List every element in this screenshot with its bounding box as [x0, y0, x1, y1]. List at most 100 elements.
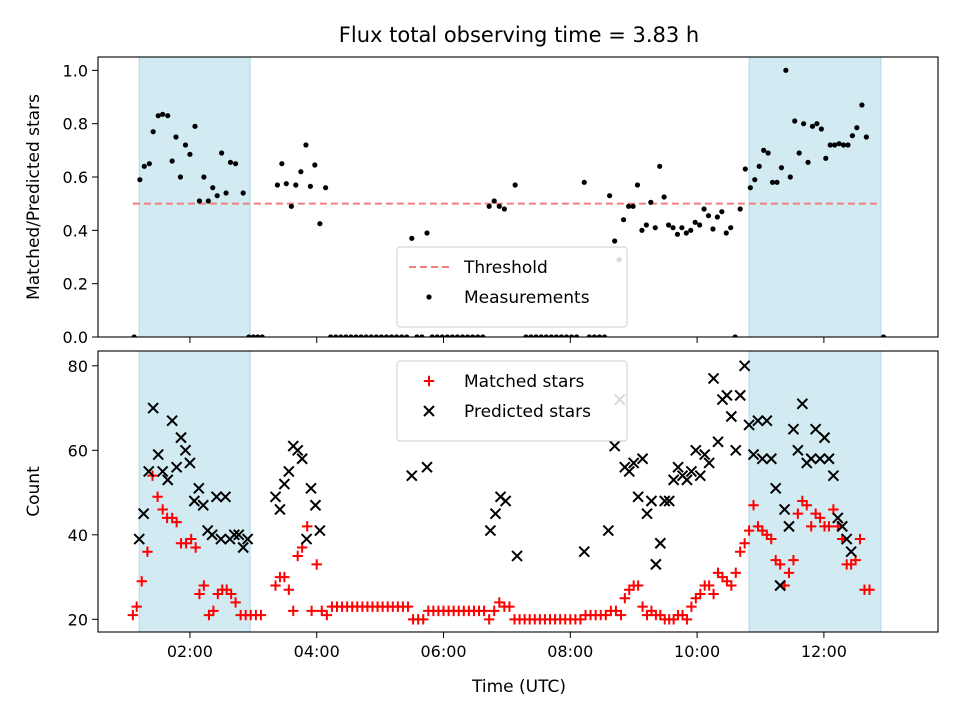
- series-0-point-20: [223, 190, 229, 196]
- legend-swatch: [423, 375, 435, 387]
- series-0-point-134: [801, 121, 807, 127]
- series-0-point-118: [728, 225, 734, 231]
- series-0-point-32: [288, 605, 299, 617]
- plot-frame: [97, 350, 939, 633]
- series-0-point-99: [643, 222, 649, 228]
- series-0-point-138: [818, 126, 824, 132]
- series-0-point-95: [626, 203, 632, 209]
- series-0-point-15: [198, 580, 210, 591]
- series-0-point-133: [774, 559, 786, 570]
- series-0-point-101: [632, 580, 644, 591]
- series-1-point-86: [792, 444, 804, 457]
- series-0-point-69: [480, 334, 486, 337]
- y-tick-label: 40: [68, 526, 88, 545]
- series-1-point-57: [663, 495, 675, 507]
- series-0-point-113: [705, 213, 712, 219]
- series-0-point-61: [439, 334, 445, 337]
- series-0-point-100: [648, 199, 654, 205]
- series-0-point-56: [414, 334, 420, 337]
- series-1-point-3: [147, 402, 159, 414]
- series-0-point-44: [353, 334, 359, 337]
- x-tick-label: 04:00: [294, 642, 340, 661]
- series-1-point-26: [274, 503, 286, 516]
- series-0-point-58: [418, 614, 429, 625]
- series-0-point-27: [255, 609, 267, 621]
- series-0-point-148: [863, 134, 869, 140]
- series-0-point-145: [849, 133, 856, 139]
- series-0-point-123: [730, 567, 741, 579]
- series-1-point-9: [175, 431, 187, 444]
- series-0-point-34: [303, 142, 309, 148]
- x-tick-label: 02:00: [167, 642, 213, 661]
- series-1-point-11: [184, 457, 196, 469]
- series-0-point-28: [270, 580, 281, 591]
- series-0-point-137: [792, 508, 804, 519]
- series-0-point-3: [142, 546, 153, 557]
- series-0-point-58: [424, 230, 430, 236]
- series-0-point-101: [652, 225, 658, 231]
- series-1-point-95: [832, 512, 844, 524]
- series-0-point-31: [288, 203, 294, 209]
- chart-title: Flux total observing time = 3.83 h: [339, 23, 699, 47]
- y-tick-label: 0.6: [63, 168, 88, 187]
- series-1-point-56: [659, 495, 671, 507]
- series-1-point-33: [305, 482, 317, 495]
- legend: Threshold Measurements: [396, 246, 628, 328]
- series-0-point-60: [434, 334, 440, 337]
- count-panel: 02:00 04:00 06:00 08:00 10:00 12:00 20 40 60 80 Co…: [24, 350, 939, 661]
- series-1-point-97: [841, 533, 853, 545]
- series-0-point-29: [279, 161, 285, 167]
- legend-box: [396, 246, 628, 328]
- series-0-point-9: [173, 134, 179, 140]
- series-0-point-5: [155, 113, 161, 119]
- series-1-point-35: [314, 524, 326, 537]
- observing-span-1: [748, 56, 882, 338]
- series-1-point-22: [233, 529, 245, 541]
- series-0-point-39: [321, 609, 333, 621]
- series-0-point-132: [792, 118, 798, 124]
- series-1-point-81: [769, 482, 782, 495]
- series-0-point-88: [591, 334, 597, 337]
- series-0-point-4: [150, 129, 156, 135]
- x-axis-label: Time (UTC): [471, 677, 566, 697]
- series-0-point-67: [470, 334, 476, 337]
- x-tick-label: 08:00: [547, 642, 593, 661]
- series-1-point-98: [845, 546, 857, 558]
- series-0-point-70: [478, 605, 490, 617]
- legend-swatch: [423, 405, 435, 417]
- series-1-point-77: [752, 415, 764, 427]
- series-0-point-119: [732, 334, 738, 337]
- series-0-point-13: [192, 123, 198, 129]
- y-tick-label: 20: [68, 610, 88, 629]
- y-tick-label: 0.0: [63, 328, 88, 347]
- series-0-point-26: [255, 334, 261, 337]
- series-1-point-73: [734, 389, 746, 402]
- series-0-point-76: [528, 334, 534, 337]
- series-1-point-37: [421, 461, 433, 473]
- series-1-point-65: [698, 448, 711, 461]
- series-0-point-106: [674, 231, 681, 237]
- series-0-point-140: [806, 521, 817, 532]
- series-0-point-140: [827, 142, 833, 148]
- series-0-point-48: [373, 334, 379, 337]
- series-1-point-38: [484, 524, 497, 537]
- series-0-point-125: [739, 538, 750, 549]
- series-0-point-66: [465, 334, 471, 337]
- y-axis-label: Matched/Predicted stars: [24, 94, 44, 300]
- series-0-point-47: [368, 334, 374, 337]
- series-0-point-49: [378, 334, 384, 337]
- series-1-point-79: [761, 415, 773, 427]
- series-1-point-91: [814, 453, 826, 465]
- series-0-point-2: [141, 163, 147, 169]
- series-0-point-51: [388, 334, 395, 337]
- series-0-point-124: [756, 163, 762, 169]
- series-0-point-89: [596, 334, 603, 337]
- series-1-point-96: [836, 520, 848, 533]
- series-0-point-127: [748, 500, 759, 511]
- series-0-point-50: [383, 334, 390, 337]
- series-1-point-44: [602, 524, 615, 537]
- series-1-point-21: [228, 529, 241, 541]
- series-0-point-78: [538, 334, 544, 337]
- series-0-point-2: [136, 576, 147, 587]
- series-0-point-25: [250, 334, 256, 337]
